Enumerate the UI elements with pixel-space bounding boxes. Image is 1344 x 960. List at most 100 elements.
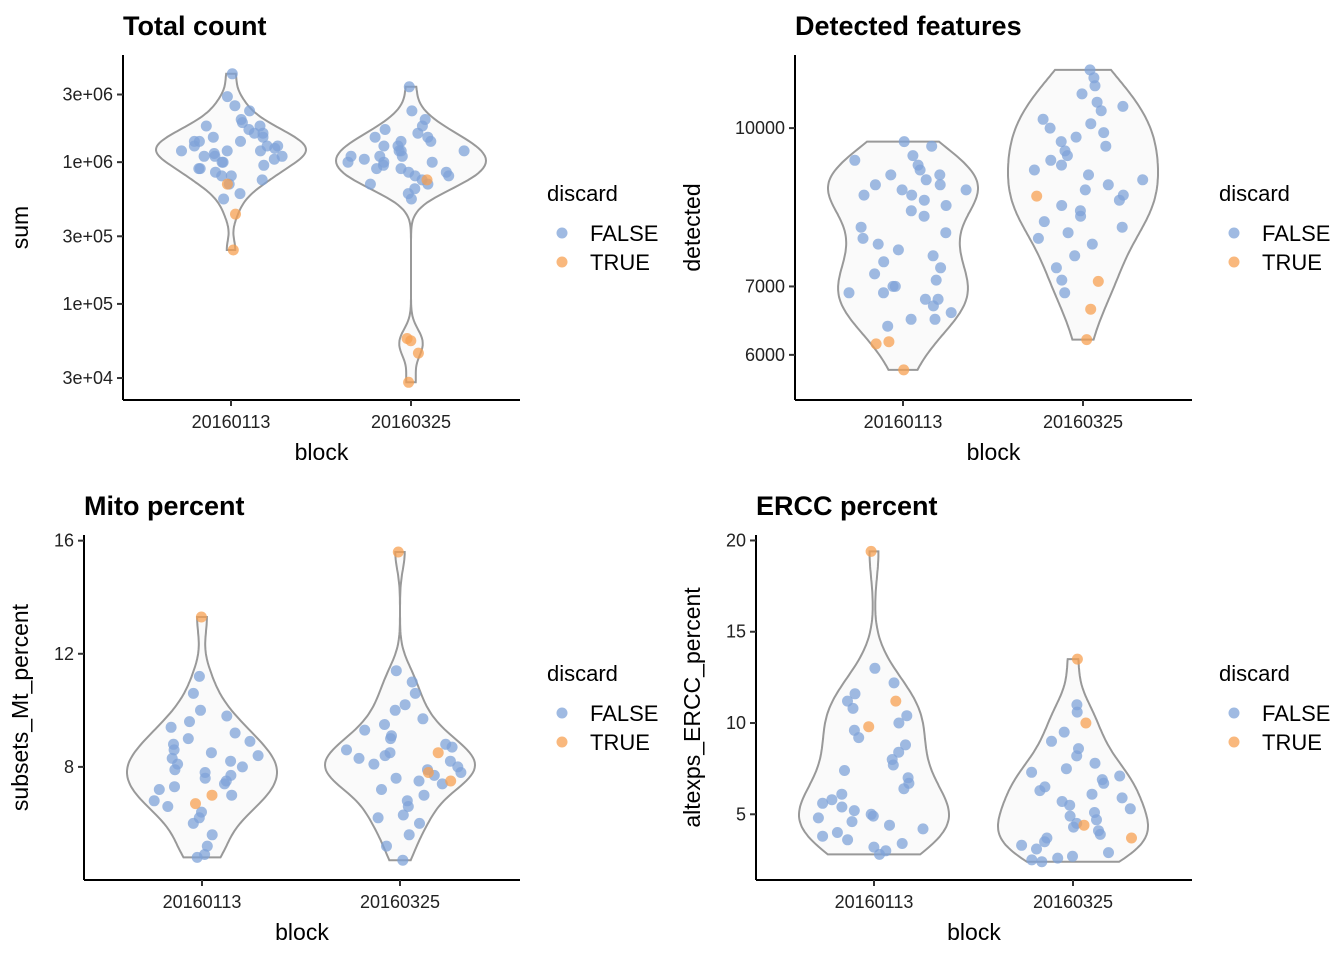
point-false bbox=[1095, 105, 1107, 117]
point-false bbox=[1079, 184, 1091, 196]
panel-title: ERCC percent bbox=[756, 491, 938, 521]
point-true bbox=[422, 767, 434, 778]
x-axis-title: block bbox=[947, 919, 1001, 945]
point-false bbox=[960, 184, 972, 196]
point-false bbox=[182, 733, 194, 745]
point-false bbox=[940, 200, 952, 211]
point-false bbox=[455, 767, 467, 778]
point-false bbox=[927, 250, 939, 262]
point-true bbox=[221, 178, 233, 190]
violin-20160113 bbox=[798, 550, 950, 856]
point-false bbox=[917, 823, 929, 835]
point-false bbox=[1058, 726, 1070, 738]
point-false bbox=[1056, 274, 1068, 286]
point-false bbox=[358, 153, 370, 165]
point-false bbox=[878, 287, 889, 299]
point-false bbox=[887, 759, 899, 771]
point-true bbox=[206, 789, 218, 801]
point-false bbox=[1068, 821, 1079, 833]
point-false bbox=[896, 184, 908, 196]
legend-title: discard bbox=[1219, 181, 1290, 206]
point-false bbox=[1085, 118, 1097, 130]
point-true bbox=[1092, 275, 1104, 287]
panel-4: ERCC percent 5 10 15 20 20160113 20160325 block… bbox=[679, 491, 1330, 945]
point-false bbox=[1091, 96, 1103, 108]
point-false bbox=[1094, 828, 1106, 840]
point-false bbox=[200, 120, 212, 132]
point-true bbox=[403, 376, 415, 388]
point-false bbox=[831, 827, 843, 838]
point-false bbox=[920, 174, 932, 186]
point-false bbox=[403, 829, 415, 841]
panel-title: Detected features bbox=[795, 11, 1022, 41]
legend-label: FALSE bbox=[1262, 701, 1330, 726]
y-tick-label: 8 bbox=[64, 757, 74, 777]
point-false bbox=[376, 784, 387, 795]
point-false bbox=[934, 179, 946, 191]
point-false bbox=[165, 721, 177, 733]
point-true bbox=[421, 174, 433, 186]
point-true bbox=[1080, 717, 1092, 729]
point-false bbox=[893, 717, 905, 729]
point-false bbox=[1067, 850, 1078, 862]
point-false bbox=[1046, 735, 1057, 747]
point-false bbox=[236, 761, 248, 773]
x-tick-label: 20160113 bbox=[835, 892, 914, 912]
legend-title: discard bbox=[547, 181, 618, 206]
point-false bbox=[405, 193, 417, 205]
point-true bbox=[870, 338, 882, 350]
point-false bbox=[412, 127, 424, 139]
point-false bbox=[418, 789, 430, 801]
point-true bbox=[392, 546, 404, 558]
point-false bbox=[869, 662, 881, 674]
point-false bbox=[867, 810, 879, 822]
point-false bbox=[414, 817, 425, 829]
point-false bbox=[853, 732, 865, 744]
point-false bbox=[397, 854, 409, 866]
point-false bbox=[889, 280, 901, 292]
point-false bbox=[1098, 127, 1110, 139]
point-false bbox=[878, 256, 890, 268]
point-false bbox=[417, 713, 429, 725]
point-false bbox=[905, 313, 917, 325]
point-true bbox=[412, 347, 424, 359]
point-true bbox=[432, 747, 444, 759]
point-false bbox=[244, 105, 256, 117]
point-false bbox=[898, 783, 910, 795]
x-tick-label: 20160113 bbox=[192, 412, 271, 432]
point-false bbox=[378, 140, 390, 152]
legend: discard FALSE TRUE bbox=[547, 181, 658, 275]
point-false bbox=[341, 744, 352, 756]
point-false bbox=[390, 772, 402, 784]
point-false bbox=[268, 153, 280, 165]
point-false bbox=[446, 741, 458, 753]
point-true bbox=[883, 336, 895, 348]
point-false bbox=[244, 735, 256, 747]
point-false bbox=[206, 829, 218, 841]
point-false bbox=[218, 193, 230, 205]
point-false bbox=[839, 765, 850, 776]
point-false bbox=[255, 145, 266, 157]
point-false bbox=[1071, 750, 1083, 762]
legend: discard FALSE TRUE bbox=[547, 661, 658, 755]
point-false bbox=[252, 750, 264, 762]
point-false bbox=[817, 830, 829, 842]
point-false bbox=[907, 150, 919, 162]
point-false bbox=[812, 812, 824, 824]
point-false bbox=[918, 210, 930, 222]
point-false bbox=[1064, 799, 1076, 811]
point-false bbox=[403, 81, 415, 93]
point-false bbox=[397, 809, 409, 821]
point-false bbox=[1088, 72, 1100, 84]
point-false bbox=[257, 131, 269, 143]
point-false bbox=[888, 677, 900, 689]
y-axis-title: subsets_Mt_percent bbox=[7, 603, 33, 811]
point-false bbox=[359, 724, 371, 736]
y-axis-title: sum bbox=[7, 206, 33, 249]
point-false bbox=[379, 719, 390, 730]
point-false bbox=[225, 755, 237, 767]
point-true bbox=[1126, 832, 1137, 844]
point-false bbox=[1137, 174, 1149, 186]
point-false bbox=[846, 816, 858, 828]
point-false bbox=[426, 156, 438, 168]
